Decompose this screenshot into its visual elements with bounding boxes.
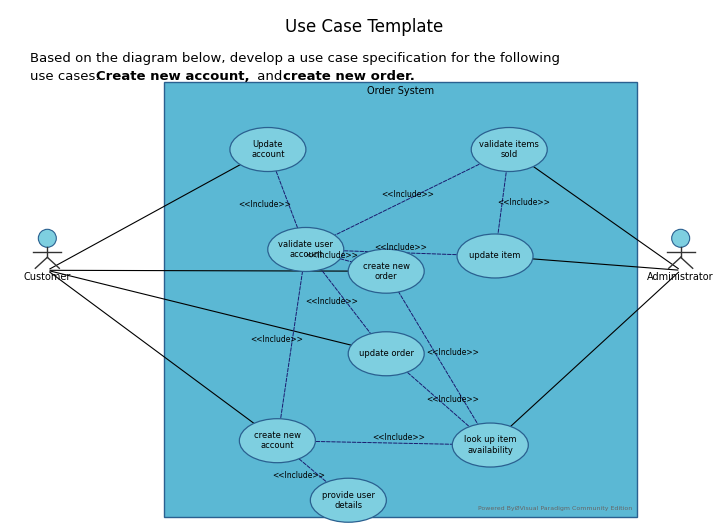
Text: <<Include>>: <<Include>> <box>427 395 479 404</box>
Text: <<Include>>: <<Include>> <box>374 243 427 252</box>
Ellipse shape <box>348 249 424 293</box>
Text: create new
order: create new order <box>363 261 410 281</box>
Ellipse shape <box>310 478 387 522</box>
Text: validate items
sold: validate items sold <box>479 140 539 159</box>
Circle shape <box>39 229 56 248</box>
Text: <<Include>>: <<Include>> <box>381 190 434 199</box>
Text: validate user
account: validate user account <box>278 240 333 259</box>
Ellipse shape <box>457 234 533 278</box>
Ellipse shape <box>230 128 306 172</box>
Text: Powered ByØVisual Paradigm Community Edition: Powered ByØVisual Paradigm Community Edi… <box>478 506 632 511</box>
Text: Order System: Order System <box>367 86 434 96</box>
Ellipse shape <box>348 332 424 376</box>
Text: Administrator: Administrator <box>647 272 714 282</box>
Text: provide user
details: provide user details <box>322 491 375 510</box>
Text: use cases:: use cases: <box>30 70 104 83</box>
Text: <<Include>>: <<Include>> <box>305 297 358 306</box>
Text: look up item
availability: look up item availability <box>464 435 517 455</box>
Text: create new
account: create new account <box>254 431 301 450</box>
Text: <<Include>>: <<Include>> <box>427 348 479 357</box>
Text: <<Include>>: <<Include>> <box>497 198 550 207</box>
Text: update order: update order <box>359 349 414 358</box>
Text: Customer: Customer <box>23 272 71 282</box>
Circle shape <box>672 229 689 248</box>
Text: <<Include>>: <<Include>> <box>250 335 304 344</box>
Text: Create new account,: Create new account, <box>96 70 250 83</box>
Text: create new order.: create new order. <box>283 70 415 83</box>
Text: <<Include>>: <<Include>> <box>272 471 325 480</box>
Text: Based on the diagram below, develop a use case specification for the following: Based on the diagram below, develop a us… <box>30 52 560 65</box>
Ellipse shape <box>471 128 547 172</box>
Text: and: and <box>253 70 287 83</box>
Text: update item: update item <box>470 252 521 260</box>
Text: <<Include>>: <<Include>> <box>239 200 291 209</box>
Ellipse shape <box>452 423 529 467</box>
Text: Use Case Template: Use Case Template <box>285 18 443 36</box>
FancyBboxPatch shape <box>164 82 637 517</box>
Ellipse shape <box>240 419 315 463</box>
Text: <<Include>>: <<Include>> <box>305 251 358 260</box>
Text: Update
account: Update account <box>251 140 285 159</box>
Text: <<Include>>: <<Include>> <box>372 433 425 442</box>
Ellipse shape <box>268 227 344 271</box>
